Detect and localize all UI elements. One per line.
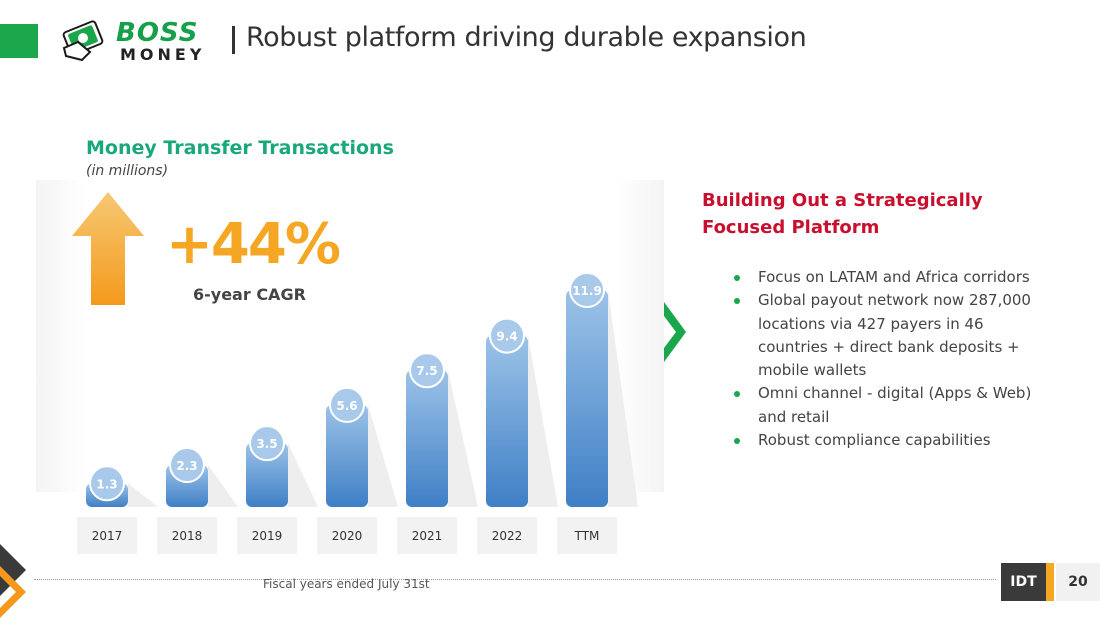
platform-bullet-list: Focus on LATAM and Africa corridors Glob… — [722, 266, 1032, 452]
data-label: 3.5 — [256, 437, 277, 451]
chart-subtitle: (in millions) — [86, 163, 169, 179]
category-label: 2018 — [172, 529, 203, 543]
bar-chart: 1.3 2017 2.3 2018 3.5 2019 5.6 2020 7.5 2021 9.4 20… — [72, 192, 638, 554]
bar-shadow — [208, 465, 238, 507]
page-number: 20 — [1056, 563, 1100, 601]
category-label: 2021 — [412, 529, 443, 543]
bar-2021 — [406, 370, 448, 507]
title-divider — [232, 26, 235, 54]
bar-shadow — [288, 443, 318, 507]
category-box — [477, 517, 537, 554]
bullet-text: Omni channel - digital (Apps & Web) and … — [758, 384, 1032, 426]
data-label: 7.5 — [416, 364, 437, 378]
bullet-item: Focus on LATAM and Africa corridors — [722, 266, 1032, 289]
value-bubble — [569, 272, 605, 308]
bar-2022 — [486, 335, 528, 507]
value-bubble — [249, 425, 285, 462]
bar-shadow — [368, 404, 398, 507]
cagr-value: +44% — [166, 212, 341, 277]
category-label: 2019 — [252, 529, 283, 543]
footnote: Fiscal years ended July 31st — [263, 577, 430, 591]
category-label: TTM — [574, 529, 600, 543]
bullet-text: Global payout network now 287,000 locati… — [758, 291, 1031, 380]
bullet-dot-icon — [734, 391, 740, 398]
bullet-dot-icon — [734, 438, 740, 445]
value-bubble — [89, 465, 125, 502]
category-label: 2017 — [92, 529, 123, 543]
bullet-item: Global payout network now 287,000 locati… — [722, 289, 1032, 382]
value-bubble — [489, 317, 525, 354]
value-bubble — [169, 447, 205, 484]
bullet-text: Focus on LATAM and Africa corridors — [758, 268, 1030, 286]
brand-tab — [0, 24, 38, 58]
category-box — [557, 517, 617, 554]
chart-title: Money Transfer Transactions — [86, 137, 394, 159]
up-arrow-icon — [72, 192, 144, 305]
data-label: 9.4 — [496, 330, 517, 344]
bar-2020 — [326, 404, 368, 507]
footer-stripe — [1046, 563, 1054, 601]
bar-shadow — [128, 483, 158, 507]
category-label: 2022 — [492, 529, 523, 543]
cagr-label: 6-year CAGR — [193, 285, 306, 304]
category-box — [397, 517, 457, 554]
chevron-right-icon — [664, 302, 686, 362]
bullet-dot-icon — [734, 275, 740, 281]
bullet-item: Robust compliance capabilities — [722, 429, 1032, 452]
bar-shadow — [608, 290, 638, 507]
value-bubble — [329, 386, 365, 423]
boss-money-logo: BOSS MONEY — [60, 18, 210, 66]
data-label: 1.3 — [96, 477, 117, 491]
data-label: 2.3 — [176, 459, 197, 473]
category-box — [237, 517, 297, 554]
platform-heading: Building Out a Strategically Focused Pla… — [702, 190, 983, 238]
category-label: 2020 — [332, 529, 363, 543]
logo-wordmark-bottom: MONEY — [120, 45, 206, 64]
slide-title: Robust platform driving durable expansio… — [246, 22, 807, 53]
logo-wordmark-top: BOSS — [116, 18, 199, 48]
footer-divider — [34, 579, 996, 580]
data-label: 11.9 — [572, 284, 602, 298]
category-box — [157, 517, 217, 554]
bullet-item: Omni channel - digital (Apps & Web) and … — [722, 382, 1032, 429]
idt-logo: IDT — [1001, 563, 1046, 601]
data-label: 5.6 — [336, 399, 357, 413]
category-box — [77, 517, 137, 554]
value-bubble — [409, 352, 445, 389]
bar-shadow — [448, 370, 478, 507]
corner-decoration — [0, 544, 26, 618]
money-hand-icon — [62, 20, 104, 62]
category-box — [317, 517, 377, 554]
bar-shadow — [528, 335, 558, 507]
bullet-dot-icon — [734, 298, 740, 305]
bar-2019 — [246, 443, 288, 507]
bullet-text: Robust compliance capabilities — [758, 431, 991, 450]
bar-TTM — [566, 290, 608, 507]
